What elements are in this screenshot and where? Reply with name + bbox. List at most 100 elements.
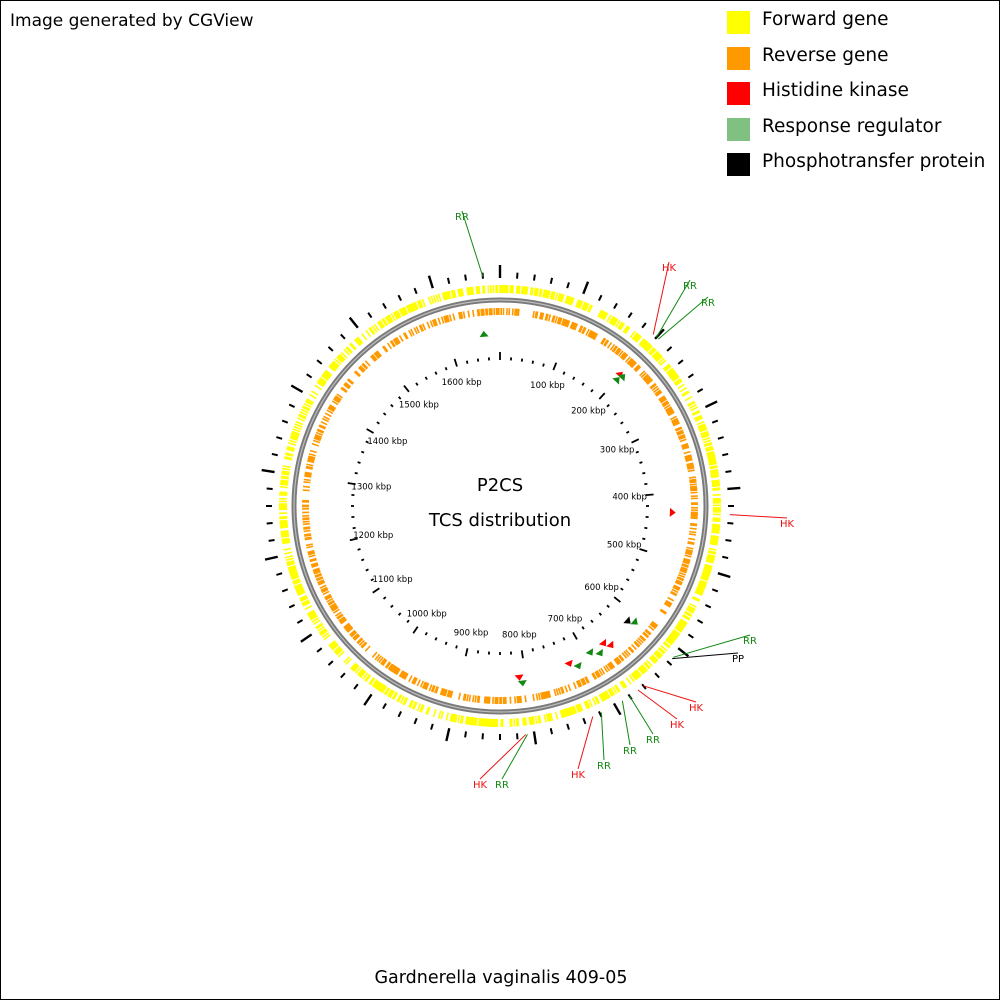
forward-gene (710, 475, 720, 479)
forward-gene (599, 310, 605, 319)
reverse-gene (609, 343, 616, 351)
forward-gene (629, 330, 636, 338)
reverse-gene (390, 665, 396, 673)
tcs-marker-hk (606, 640, 614, 649)
tcs-marker-rr (612, 377, 620, 385)
reverse-gene (419, 324, 425, 332)
forward-gene (600, 311, 607, 320)
forward-gene (603, 691, 609, 700)
forward-gene (569, 297, 574, 306)
reverse-gene (415, 326, 420, 334)
inner-tick-ring (347, 352, 654, 659)
forward-gene (389, 690, 395, 699)
forward-gene (329, 641, 337, 648)
outer-minor-tick (696, 388, 704, 393)
forward-gene (539, 288, 543, 298)
forward-gene (384, 316, 391, 325)
forward-gene (672, 630, 680, 637)
forward-gene (392, 311, 399, 320)
reverse-gene (353, 634, 360, 640)
reverse-gene (343, 622, 350, 629)
tick-label-1600-kbp: 1600 kbp (442, 378, 482, 388)
inner-minor-tick (434, 371, 438, 375)
inner-major-tick (572, 631, 578, 640)
forward-gene (324, 370, 332, 377)
reverse-gene (350, 631, 358, 638)
forward-gene (700, 430, 709, 435)
forward-gene (467, 287, 471, 296)
reverse-gene (626, 357, 633, 365)
forward-gene (577, 300, 583, 309)
forward-gene (426, 706, 431, 715)
outer-minor-tick (276, 572, 283, 576)
reverse-gene (343, 623, 351, 630)
reverse-gene (330, 604, 338, 610)
reverse-gene (311, 442, 319, 447)
outer-minor-tick (413, 717, 418, 725)
forward-gene (584, 303, 590, 312)
reverse-gene (443, 315, 447, 324)
forward-gene (330, 642, 338, 649)
reverse-gene (324, 593, 332, 599)
forward-gene (651, 654, 659, 662)
forward-gene (601, 692, 608, 701)
annotation-leader-hk (479, 734, 527, 780)
forward-gene (372, 680, 379, 688)
forward-gene (295, 420, 304, 426)
forward-gene (654, 353, 662, 361)
reverse-gene (658, 396, 666, 402)
inner-minor-tick (542, 645, 545, 649)
reverse-gene (318, 581, 326, 586)
forward-gene (625, 677, 632, 685)
forward-gene (368, 677, 375, 685)
reverse-gene (325, 595, 333, 601)
reverse-gene (444, 315, 448, 323)
reverse-gene (688, 533, 696, 536)
forward-gene (566, 707, 571, 716)
reverse-gene (411, 676, 416, 684)
reverse-gene (600, 337, 606, 345)
forward-gene (677, 622, 685, 629)
forward-gene (296, 590, 305, 595)
annotation-leader-pp (672, 652, 739, 660)
forward-gene (620, 680, 627, 689)
outer-minor-tick (464, 274, 468, 281)
reverse-gene (545, 691, 549, 699)
forward-gene (711, 526, 721, 529)
annotation-leader-rr (461, 210, 484, 277)
forward-gene (288, 441, 297, 446)
annotation-leader-hk (729, 514, 788, 519)
reverse-gene (324, 412, 332, 418)
forward-gene (349, 343, 356, 351)
reverse-gene (304, 473, 312, 477)
reverse-gene (653, 387, 660, 393)
forward-gene (686, 607, 695, 613)
reverse-gene (615, 657, 621, 664)
forward-gene (672, 375, 680, 382)
forward-gene (458, 288, 462, 297)
legend-swatch-phosphotransfer-protein (727, 153, 750, 176)
forward-gene (286, 448, 295, 452)
legend-label-reverse-gene: Reverse gene (762, 44, 889, 66)
reverse-gene (331, 606, 339, 612)
forward-gene (565, 708, 570, 717)
reverse-gene (685, 548, 693, 552)
forward-gene (280, 530, 289, 533)
reverse-gene (628, 359, 635, 366)
reverse-gene (343, 382, 351, 389)
forward-gene (308, 612, 317, 619)
reverse-gene (681, 563, 689, 567)
reverse-gene (564, 319, 569, 327)
reverse-gene (403, 672, 409, 680)
reverse-gene (458, 692, 462, 700)
reverse-gene (308, 554, 316, 558)
reverse-gene (613, 658, 619, 666)
reverse-gene (408, 329, 413, 337)
forward-gene (704, 445, 714, 450)
forward-gene (706, 450, 715, 455)
reverse-gene (642, 632, 649, 639)
forward-gene (328, 640, 336, 647)
forward-gene (570, 706, 575, 715)
forward-gene (538, 715, 542, 724)
forward-gene (611, 317, 618, 326)
